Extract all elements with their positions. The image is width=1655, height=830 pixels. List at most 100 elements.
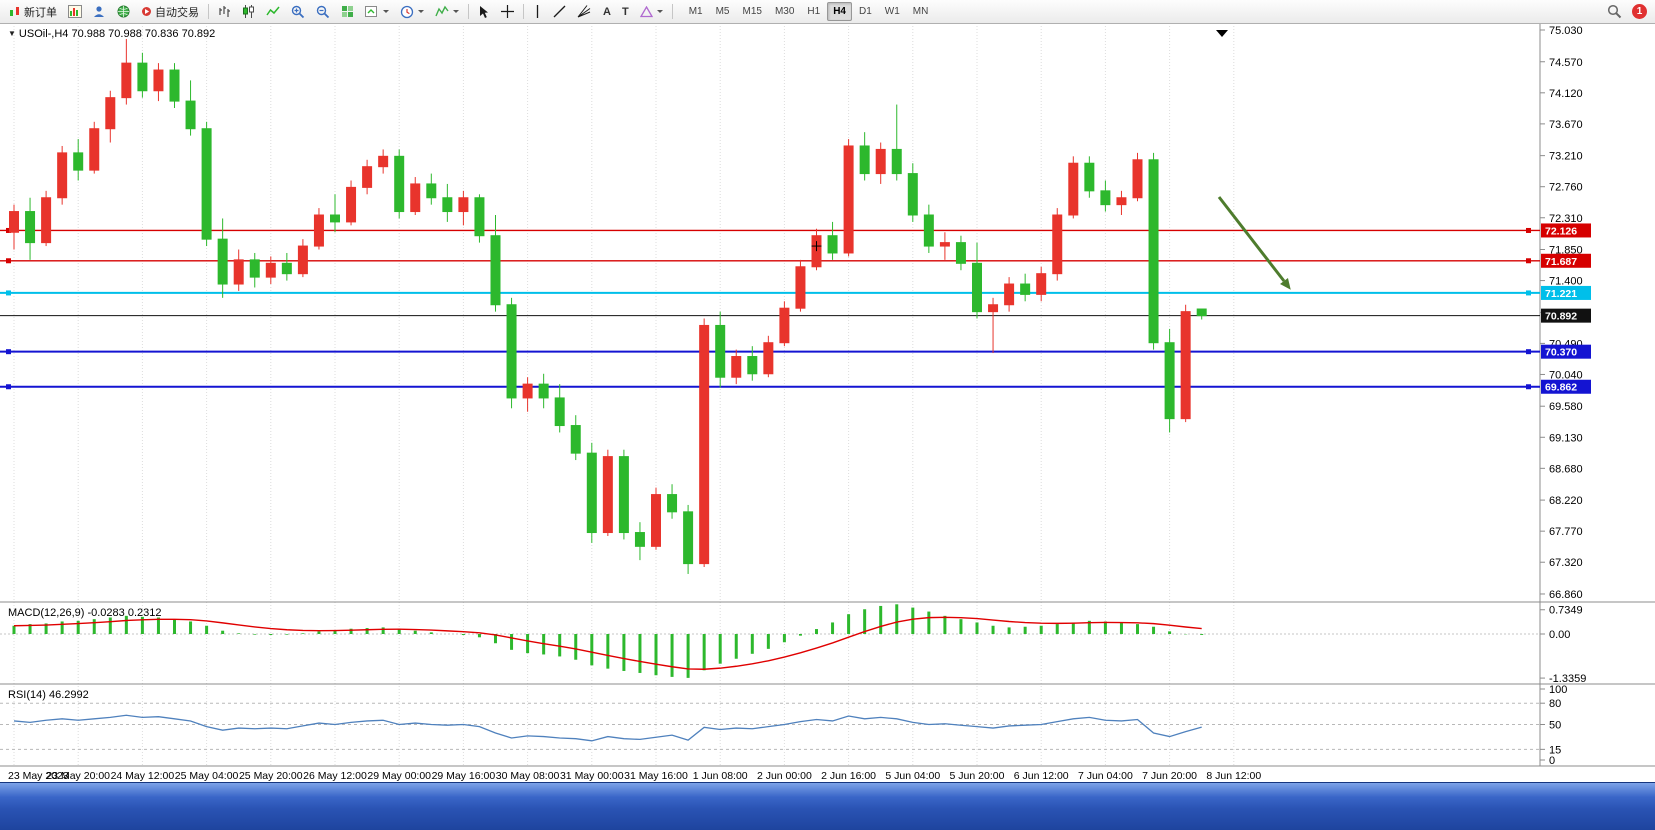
line-chart-type-icon	[266, 6, 280, 16]
period-clock-button[interactable]	[395, 2, 429, 22]
indicators-icon	[435, 5, 449, 17]
dropdown-caret-icon	[656, 10, 663, 13]
shapes-tool-button[interactable]	[635, 2, 668, 22]
bar-chart-type-button[interactable]	[213, 2, 236, 22]
vertical-line-tool-button[interactable]	[528, 2, 547, 22]
timeframe-h4[interactable]: H4	[827, 2, 852, 21]
line-handle[interactable]	[1526, 349, 1531, 355]
candle	[1020, 283, 1031, 295]
candle	[313, 214, 324, 247]
price-axis-label: 67.320	[1549, 557, 1583, 569]
candle	[859, 145, 870, 175]
time-axis-label: 31 May 00:00	[560, 770, 624, 782]
auto-scroll-button[interactable]	[360, 2, 394, 22]
price-tag	[1541, 223, 1591, 238]
candle	[586, 452, 597, 534]
timeframe-m1[interactable]: M1	[688, 6, 703, 17]
rsi-axis-label: 80	[1549, 698, 1561, 710]
candle	[105, 97, 116, 130]
text-tool-icon: A	[603, 5, 611, 18]
macd-axis-label: -1.3359	[1549, 673, 1586, 685]
chart-shift-marker-icon[interactable]	[1216, 30, 1228, 37]
candle	[1036, 273, 1047, 295]
crosshair-tool-button[interactable]	[496, 2, 519, 22]
notification-badge[interactable]: 1	[1632, 4, 1647, 19]
line-handle[interactable]	[6, 349, 11, 355]
timeframe-h1[interactable]: H1	[807, 6, 821, 17]
line-handle[interactable]	[1526, 290, 1531, 296]
price-tag	[1541, 308, 1591, 323]
candle	[297, 245, 308, 275]
candle	[634, 532, 645, 547]
search-button[interactable]	[1602, 2, 1627, 22]
candle	[169, 69, 180, 102]
candle	[442, 197, 453, 213]
candle	[185, 100, 196, 130]
time-axis-label: 25 May 20:00	[239, 770, 303, 782]
candle	[137, 62, 148, 92]
zoom-out-icon	[316, 5, 330, 18]
price-axis-label: 69.130	[1549, 432, 1583, 444]
price-axis-label: 70.040	[1549, 369, 1583, 381]
dropdown-caret-icon	[453, 10, 459, 13]
new-order-label: 新订单	[24, 6, 57, 19]
line-handle[interactable]	[1526, 384, 1531, 390]
timeframe-m30[interactable]: M30	[774, 6, 795, 17]
candle	[747, 356, 758, 375]
annotation-arrow[interactable]	[1217, 196, 1286, 282]
profiles-button[interactable]	[88, 2, 111, 22]
candle	[875, 148, 886, 175]
candle	[731, 356, 742, 378]
chart-canvas[interactable]: 75.030 74.570 74.120 73.670 73.210 72.760 72.3…	[0, 24, 1655, 782]
line-handle[interactable]	[6, 290, 11, 296]
line-handle[interactable]	[1526, 227, 1531, 233]
timeframe-m15[interactable]: M15	[742, 6, 762, 17]
candle	[988, 304, 999, 313]
candle	[715, 324, 726, 378]
indicators-button[interactable]	[430, 2, 464, 22]
candlestick-chart-type-button[interactable]	[237, 2, 260, 22]
profiles-icon	[94, 6, 104, 17]
new-order-button[interactable]: 新订单	[4, 2, 62, 22]
price-tag	[1541, 379, 1591, 394]
time-axis-label: 26 May 12:00	[303, 770, 367, 782]
candle	[602, 456, 613, 534]
trendline-tool-button[interactable]	[548, 2, 571, 22]
timeframe-m5[interactable]: M5	[715, 6, 730, 17]
autotrading-button[interactable]: 自动交易	[136, 2, 204, 22]
fibonacci-tool-button[interactable]	[572, 2, 597, 22]
timeframe-d1[interactable]: D1	[859, 6, 872, 17]
zoom-in-icon	[291, 5, 305, 18]
price-tag-label: 69.862	[1545, 382, 1577, 394]
time-axis-label: 23 May 20:00	[46, 770, 110, 782]
charts-window-button[interactable]	[63, 2, 87, 22]
toolbar-separator	[671, 4, 673, 19]
label-tool-button[interactable]: T	[617, 2, 634, 22]
candle	[249, 259, 260, 278]
tile-windows-button[interactable]	[336, 2, 359, 22]
time-axis-label: 23 May 2023	[8, 770, 69, 782]
timeframe-w1[interactable]: W1	[884, 6, 900, 17]
candle	[9, 211, 19, 233]
time-axis-label: 8 Jun 12:00	[1206, 770, 1261, 782]
candle	[923, 214, 934, 247]
cursor-tool-button[interactable]	[473, 2, 495, 22]
price-axis-label: 68.680	[1549, 463, 1583, 475]
candle	[1052, 214, 1063, 275]
line-handle[interactable]	[6, 384, 11, 390]
candle	[217, 238, 228, 285]
zoom-in-button[interactable]	[286, 2, 310, 22]
line-chart-type-button[interactable]	[261, 2, 285, 22]
timeframe-mn[interactable]: MN	[912, 6, 929, 17]
price-axis-label: 74.570	[1549, 57, 1583, 69]
text-tool-button[interactable]: A	[598, 2, 616, 22]
candlesticks	[9, 38, 1207, 574]
zoom-out-button[interactable]	[311, 2, 335, 22]
line-handle[interactable]	[1526, 258, 1531, 264]
line-handle[interactable]	[6, 258, 11, 264]
market-watch-button[interactable]	[112, 2, 135, 22]
line-handle[interactable]	[6, 227, 11, 233]
price-axis-label: 71.400	[1549, 276, 1583, 288]
price-axis-label: 72.760	[1549, 182, 1583, 194]
candle	[153, 69, 164, 92]
